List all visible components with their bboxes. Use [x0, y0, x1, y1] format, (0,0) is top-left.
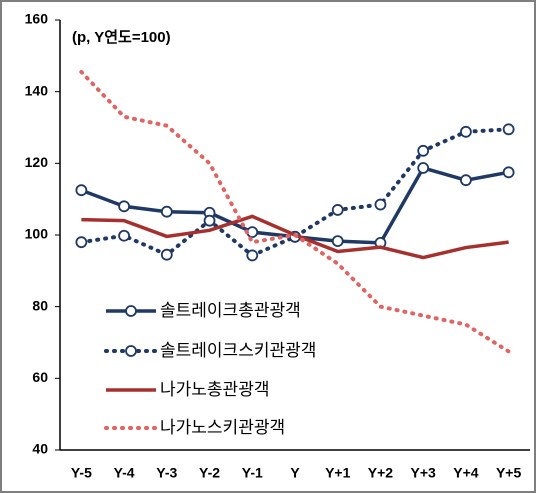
point-marker [160, 248, 173, 261]
point-marker [331, 204, 344, 216]
point-marker [75, 184, 88, 197]
series-line [79, 69, 511, 354]
y-tick-label: 80 [32, 297, 48, 313]
point-marker [417, 144, 430, 157]
legend-label: 나가노스키관광객 [160, 418, 285, 438]
point-marker [502, 166, 515, 179]
point-marker [417, 162, 430, 174]
x-tick-label: Y+3 [411, 465, 437, 481]
y-tick-label: 160 [25, 11, 49, 27]
annotation: (p, Y연도=100) [72, 29, 171, 46]
legend-marker [125, 345, 137, 357]
x-tick-label: Y-2 [199, 465, 220, 481]
point-marker [460, 174, 472, 187]
legend-marker [125, 305, 137, 317]
x-tick-label: Y-5 [71, 465, 92, 481]
point-marker [246, 249, 259, 262]
x-tick-label: Y+2 [368, 465, 394, 481]
point-marker [118, 200, 130, 213]
x-tick-label: Y [290, 465, 300, 481]
point-marker [118, 229, 130, 242]
y-tick-label: 60 [32, 369, 48, 385]
legend-label: 솔트레이크스키관광객 [160, 341, 316, 361]
x-tick-label: Y+5 [496, 465, 522, 481]
y-tick-label: 140 [25, 82, 49, 98]
y-tick-label: 120 [25, 154, 49, 170]
x-tick-label: Y-1 [242, 465, 263, 481]
point-marker [374, 198, 387, 211]
x-tick-label: Y-3 [156, 465, 177, 481]
point-marker [75, 236, 88, 249]
point-marker [160, 205, 173, 218]
y-tick-label: 100 [25, 226, 49, 242]
x-tick-label: Y+1 [325, 465, 351, 481]
legend-label: 솔트레이크총관광객 [160, 301, 301, 321]
point-marker [331, 235, 344, 247]
y-tick-label: 40 [32, 441, 48, 457]
legend-label: 나가노총관광객 [160, 380, 269, 400]
point-marker [203, 214, 216, 227]
point-marker [502, 123, 515, 136]
point-marker [460, 125, 472, 138]
x-tick-label: Y+4 [453, 465, 479, 481]
x-tick-label: Y-4 [114, 465, 135, 481]
